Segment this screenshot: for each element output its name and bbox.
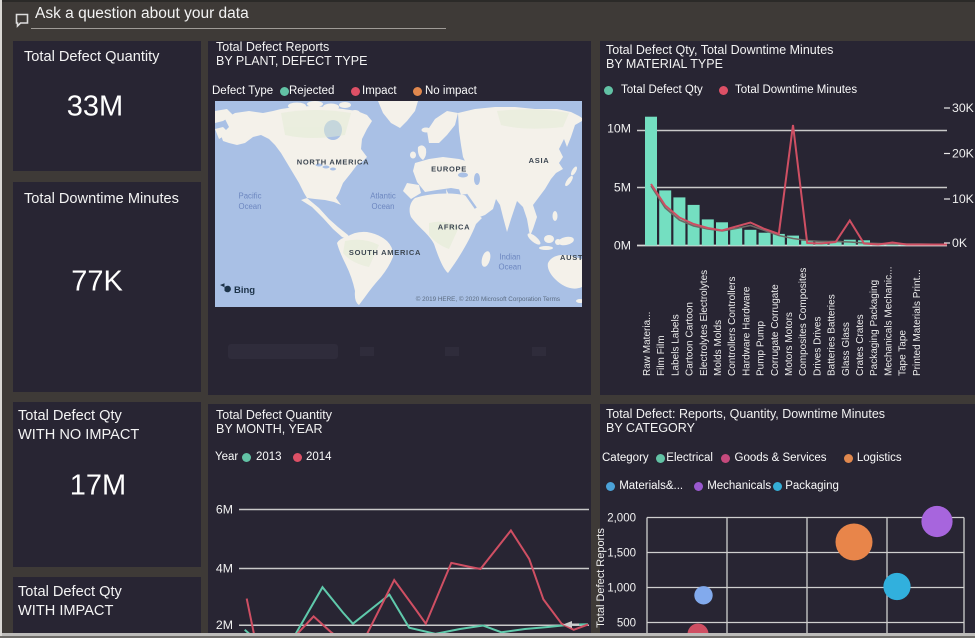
svg-text:AFRICA: AFRICA [438,223,471,232]
svg-text:2M: 2M [216,618,233,632]
svg-text:Atlantic: Atlantic [370,192,396,201]
svg-text:SOUTH AMERICA: SOUTH AMERICA [349,248,421,257]
svg-text:NORTH AMERICA: NORTH AMERICA [297,158,370,167]
svg-text:ASIA: ASIA [529,156,550,165]
svg-text:Printed Materials Print...: Printed Materials Print... [912,269,923,376]
svg-text:Controllers Controllers: Controllers Controllers [727,277,738,376]
svg-text:Pacific: Pacific [239,192,262,201]
svg-text:AUSTR: AUSTR [560,253,582,262]
svg-text:Batteries Batteries: Batteries Batteries [827,294,838,376]
svg-text:Molds Molds: Molds Molds [713,320,724,376]
svg-text:Cartoon Cartoon: Cartoon Cartoon [685,302,696,376]
svg-text:© 2019 HERE, © 2020 Microsoft: © 2019 HERE, © 2020 Microsoft Corporatio… [416,295,560,303]
svg-text:Crates Crates: Crates Crates [855,314,866,376]
svg-text:20K: 20K [952,147,975,161]
svg-text:10K: 10K [952,192,975,206]
svg-text:2,000: 2,000 [607,513,636,525]
svg-text:1,500: 1,500 [607,548,636,560]
svg-text:Motors Motors: Motors Motors [784,312,795,376]
svg-text:Composites Composites: Composites Composites [798,268,809,376]
svg-text:0M: 0M [614,239,631,253]
svg-text:Mechanicals Mechanic...: Mechanicals Mechanic... [883,267,894,377]
svg-text:Glass Glass: Glass Glass [841,322,852,376]
svg-text:6M: 6M [216,503,233,517]
svg-text:Pump Pump: Pump Pump [756,321,767,376]
svg-text:Packaging Packaging: Packaging Packaging [869,280,880,376]
svg-text:Corrugate Corrugate: Corrugate Corrugate [770,284,781,376]
svg-text:Drives Drives: Drives Drives [812,317,823,376]
svg-text:4M: 4M [216,562,233,576]
svg-text:10M: 10M [607,122,631,136]
svg-text:Indian: Indian [499,253,520,262]
svg-text:Ocean: Ocean [372,202,395,211]
svg-text:Tape Tape: Tape Tape [898,330,909,376]
svg-text:Labels Labels: Labels Labels [670,314,681,376]
svg-text:500: 500 [617,618,636,630]
svg-text:Total Defect Reports: Total Defect Reports [595,528,607,628]
svg-text:1,000: 1,000 [607,583,636,595]
svg-text:Ocean: Ocean [239,202,262,211]
svg-text:5M: 5M [614,181,631,195]
svg-text:Electrolytes Electrolytes: Electrolytes Electrolytes [699,270,710,376]
svg-text:Ocean: Ocean [499,263,522,272]
svg-text:0K: 0K [952,236,968,250]
svg-text:30K: 30K [952,101,975,115]
svg-text:EUROPE: EUROPE [431,165,467,174]
svg-text:Bing: Bing [234,285,255,296]
svg-text:Film Film: Film Film [656,335,667,376]
svg-text:Hardware Hardware: Hardware Hardware [741,286,752,376]
svg-text:Raw Materia...: Raw Materia... [642,312,653,376]
